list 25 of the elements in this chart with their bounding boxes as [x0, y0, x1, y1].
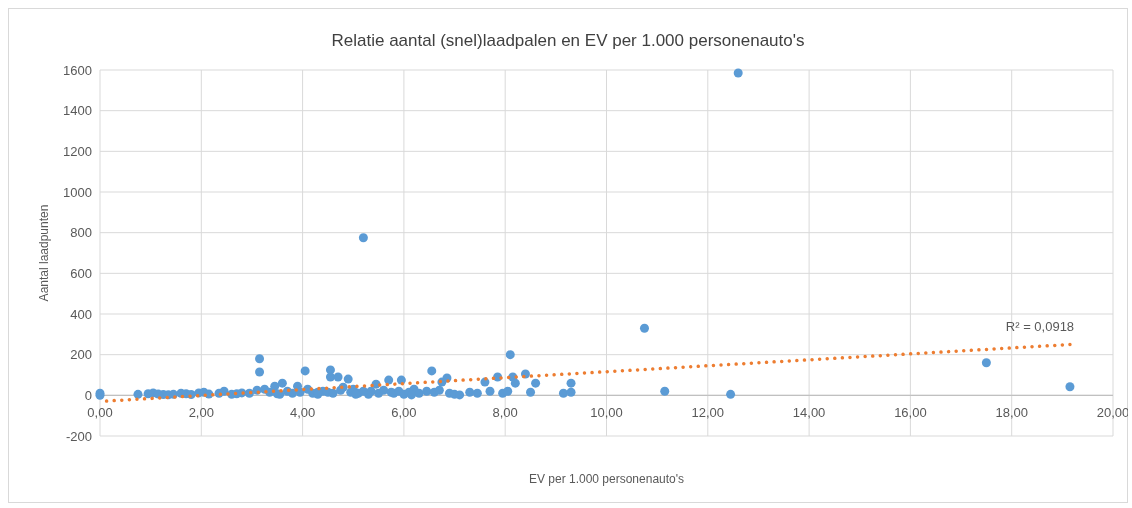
y-tick-label: 1600: [63, 62, 92, 78]
y-tick-label: 1200: [63, 143, 92, 159]
y-tick-label: 1000: [63, 184, 92, 200]
x-axis-title: EV per 1.000 personenauto's: [528, 472, 685, 486]
x-tick-label: 16,00: [894, 405, 927, 421]
x-tick-label: 8,00: [492, 405, 518, 421]
x-tick-label: 14,00: [792, 405, 826, 421]
y-tick-label: 1400: [63, 103, 92, 119]
x-tick-label: 0,00: [87, 405, 113, 421]
y-tick-label: 200: [70, 347, 92, 363]
x-tick-label: 12,00: [691, 405, 725, 421]
y-tick-label: 400: [70, 306, 92, 322]
y-tick-label: 0: [84, 387, 92, 403]
y-tick-label: 800: [70, 225, 92, 241]
annotation: R² = 0,0918: [1005, 318, 1075, 334]
x-tick-label: 6,00: [391, 405, 417, 421]
x-tick-label: 20,00: [1096, 405, 1130, 421]
x-tick-label: 2,00: [188, 405, 214, 421]
y-tick-label: 600: [70, 265, 92, 281]
x-tick-label: 18,00: [995, 405, 1028, 421]
y-axis-title: Aantal laadpunten: [37, 204, 51, 302]
x-tick-label: 4,00: [289, 405, 316, 421]
y-tick-label: -200: [65, 428, 92, 444]
chart-title: Relatie aantal (snel)laadpalen en EV per 1.000 personenauto's: [331, 31, 805, 50]
x-tick-label: 10,00: [590, 405, 623, 421]
